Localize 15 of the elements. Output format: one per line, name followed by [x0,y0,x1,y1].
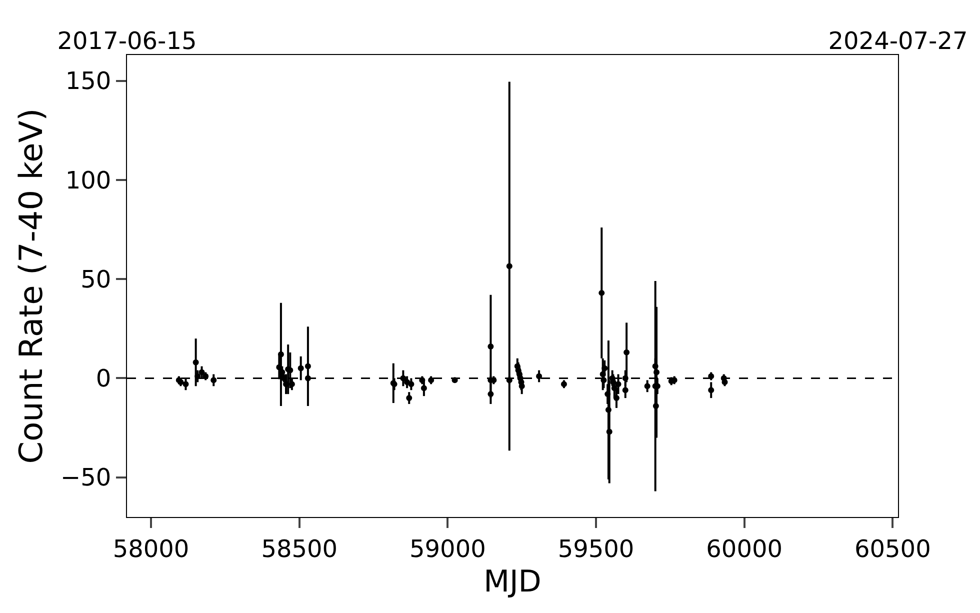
y-tick-label: 0 [96,364,112,393]
x-tick-label: 59000 [410,534,486,563]
x2-tick-label: 2024-07-27 [828,27,968,56]
y-tick-label: 50 [80,265,112,294]
y-tick-label: −50 [60,464,112,492]
x-axis-title: MJD [484,564,542,600]
y-axis-title: Count Rate (7-40 keV) [12,108,50,464]
y-tick-label: 150 [65,67,112,96]
x-tick-label: 59500 [558,534,634,563]
x-tick-label: 60500 [854,534,931,563]
x2-tick-label: 2017-06-15 [57,27,197,56]
x-tick-label: 60000 [706,534,783,563]
x-tick-label: 58000 [112,534,190,563]
y-tick-label: 100 [65,166,112,194]
x-tick-label: 58500 [261,534,338,563]
